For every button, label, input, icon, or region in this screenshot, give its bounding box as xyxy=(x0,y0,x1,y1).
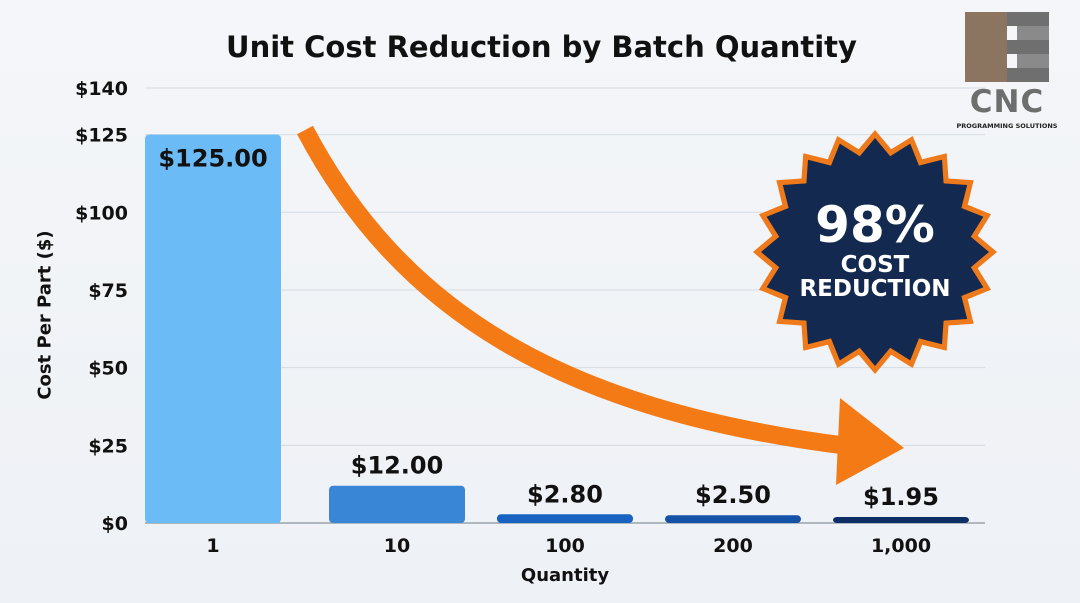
bar-10 xyxy=(329,485,465,523)
y-tick-label: $25 xyxy=(88,435,128,457)
logo-subtitle: PROGRAMMING SOLUTIONS xyxy=(956,122,1058,130)
x-tick-label: 1,000 xyxy=(871,535,931,557)
bar-1 xyxy=(145,134,281,523)
cnc-logo-mark-icon xyxy=(965,12,1049,82)
bar-value-label: $125.00 xyxy=(158,145,267,173)
chart-title: Unit Cost Reduction by Batch Quantity xyxy=(226,30,857,64)
trend-down-arrow-icon xyxy=(297,125,904,485)
bar-value-label: $2.80 xyxy=(527,480,603,508)
y-tick-label: $140 xyxy=(75,78,128,100)
x-tick-label: 100 xyxy=(545,535,585,557)
x-axis-label: Quantity xyxy=(520,565,610,586)
badge-percent: 98% xyxy=(815,196,935,254)
bar-100 xyxy=(497,514,633,523)
bar-1000 xyxy=(833,516,969,523)
bar-value-label: $12.00 xyxy=(351,452,444,480)
y-tick-label: $75 xyxy=(88,280,128,302)
y-tick-label: $125 xyxy=(75,125,128,147)
y-tick-label: $50 xyxy=(88,358,128,380)
x-tick-label: 10 xyxy=(384,535,410,557)
badge-line-2: REDUCTION xyxy=(799,276,951,302)
savings-badge xyxy=(753,130,997,374)
badge-line-1: COST xyxy=(840,252,910,278)
x-tick-label: 200 xyxy=(713,535,753,557)
bar-200 xyxy=(665,515,801,523)
y-tick-label: $100 xyxy=(75,202,128,224)
bar-value-label: $2.50 xyxy=(695,481,771,509)
company-logo: CNC PROGRAMMING SOLUTIONS xyxy=(955,12,1059,132)
bar-value-label: $1.95 xyxy=(863,483,939,511)
x-tick-label: 1 xyxy=(206,535,219,557)
logo-name: CNC xyxy=(969,84,1045,120)
y-tick-label: $0 xyxy=(102,513,128,535)
